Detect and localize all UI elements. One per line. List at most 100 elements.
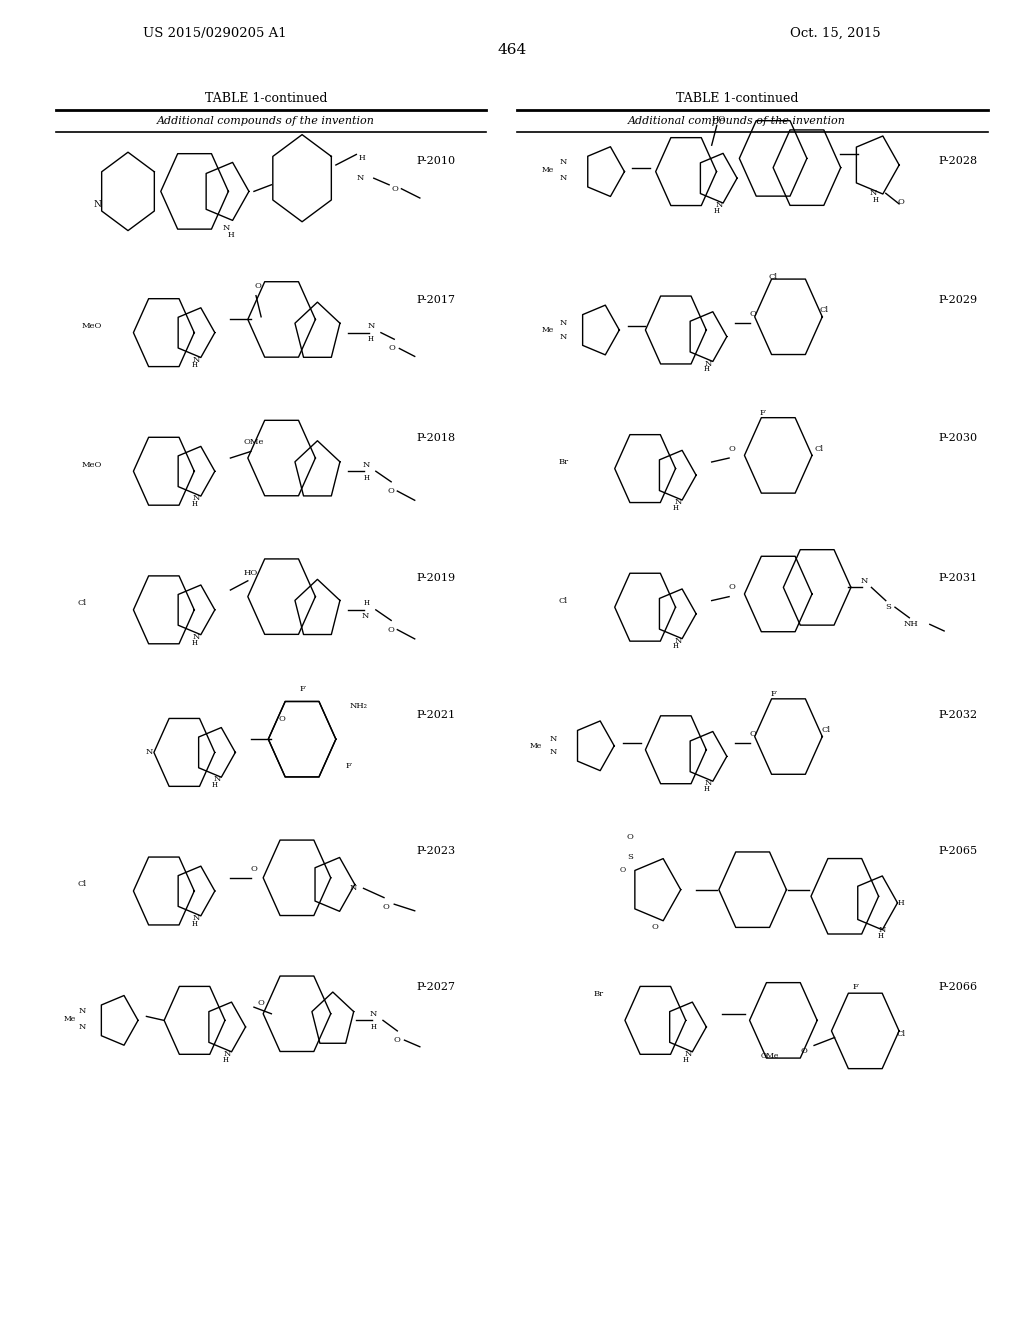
Text: H: H [227, 231, 233, 239]
Text: Me: Me [542, 326, 554, 334]
Text: P-2018: P-2018 [417, 433, 456, 444]
Text: H: H [872, 195, 879, 203]
Text: OMe: OMe [761, 1052, 779, 1060]
Text: TABLE 1-continued: TABLE 1-continued [676, 92, 799, 106]
Text: O: O [255, 282, 261, 290]
Text: Me: Me [63, 1015, 76, 1023]
Text: H: H [703, 366, 710, 374]
Text: O: O [620, 866, 626, 874]
Text: O: O [750, 310, 756, 318]
Text: N: N [869, 189, 878, 197]
Text: N: N [193, 494, 201, 502]
Text: H: H [371, 1023, 377, 1031]
Text: H: H [703, 785, 710, 793]
Text: Br: Br [558, 458, 568, 466]
Text: HO: HO [244, 569, 258, 577]
Text: Cl: Cl [820, 306, 828, 314]
Text: OMe: OMe [244, 438, 264, 446]
Text: N: N [860, 577, 868, 585]
Text: O: O [750, 730, 756, 738]
Text: Cl: Cl [769, 273, 777, 281]
Text: O: O [392, 185, 398, 193]
Text: H: H [191, 500, 198, 508]
Text: P-2029: P-2029 [939, 294, 978, 305]
Text: N: N [78, 1023, 86, 1031]
Text: N: N [715, 201, 723, 209]
Text: F: F [770, 690, 776, 698]
Text: Additional compounds of the invention: Additional compounds of the invention [629, 116, 846, 127]
Text: N: N [362, 461, 371, 469]
Text: Br: Br [594, 990, 604, 998]
Text: H: H [683, 1056, 689, 1064]
Text: N: N [674, 636, 682, 644]
Text: Me: Me [542, 166, 554, 174]
Text: O: O [258, 999, 264, 1007]
Text: N: N [705, 779, 713, 787]
Text: N: N [93, 199, 101, 209]
Text: Cl: Cl [897, 1030, 905, 1038]
Text: HO: HO [712, 115, 726, 123]
Text: H: H [368, 335, 374, 343]
Text: Me: Me [529, 742, 542, 750]
Text: O: O [729, 583, 735, 591]
Text: N: N [370, 1010, 378, 1018]
Text: Cl: Cl [822, 726, 830, 734]
Text: N: N [559, 174, 567, 182]
Text: N: N [222, 224, 230, 232]
Text: NH: NH [904, 620, 919, 628]
Text: P-2019: P-2019 [417, 573, 456, 583]
Text: N: N [349, 884, 357, 892]
Text: US 2015/0290205 A1: US 2015/0290205 A1 [143, 26, 287, 40]
Text: O: O [383, 903, 389, 911]
Text: P-2028: P-2028 [939, 156, 978, 166]
Text: Cl: Cl [78, 599, 86, 607]
Text: MeO: MeO [82, 322, 102, 330]
Text: N: N [78, 1007, 86, 1015]
Text: F: F [760, 409, 766, 417]
Text: N: N [559, 333, 567, 341]
Text: S: S [627, 853, 633, 861]
Text: N: N [705, 359, 713, 367]
Text: H: H [898, 899, 904, 907]
Text: N: N [213, 775, 221, 783]
Text: F: F [852, 983, 858, 991]
Text: P-2065: P-2065 [939, 846, 978, 857]
Text: N: N [549, 735, 557, 743]
Text: N: N [368, 322, 376, 330]
Text: P-2030: P-2030 [939, 433, 978, 444]
Text: O: O [898, 198, 904, 206]
Text: O: O [627, 833, 633, 841]
Text: H: H [358, 154, 365, 162]
Text: O: O [801, 1047, 807, 1055]
Text: N: N [674, 498, 682, 506]
Text: H: H [364, 599, 370, 607]
Text: N: N [145, 748, 153, 756]
Text: P-2031: P-2031 [939, 573, 978, 583]
Text: Oct. 15, 2015: Oct. 15, 2015 [790, 26, 881, 40]
Text: O: O [652, 923, 658, 931]
Text: P-2023: P-2023 [417, 846, 456, 857]
Text: N: N [879, 925, 887, 933]
Text: H: H [191, 920, 198, 928]
Text: P-2017: P-2017 [417, 294, 456, 305]
Text: H: H [364, 474, 370, 482]
Text: Cl: Cl [78, 880, 86, 888]
Text: F: F [299, 685, 305, 693]
Text: N: N [559, 158, 567, 166]
Text: O: O [389, 345, 395, 352]
Text: P-2066: P-2066 [939, 982, 978, 993]
Text: H: H [191, 639, 198, 647]
Text: N: N [193, 355, 201, 363]
Text: H: H [673, 504, 679, 512]
Text: Cl: Cl [815, 445, 823, 453]
Text: N: N [356, 174, 365, 182]
Text: Additional compounds of the invention: Additional compounds of the invention [158, 116, 375, 127]
Text: H: H [212, 781, 218, 789]
Text: P-2032: P-2032 [939, 710, 978, 721]
Text: N: N [193, 913, 201, 921]
Text: N: N [684, 1049, 692, 1057]
Text: O: O [394, 1036, 400, 1044]
Text: O: O [729, 445, 735, 453]
Text: H: H [222, 1056, 228, 1064]
Text: Cl: Cl [559, 597, 567, 605]
